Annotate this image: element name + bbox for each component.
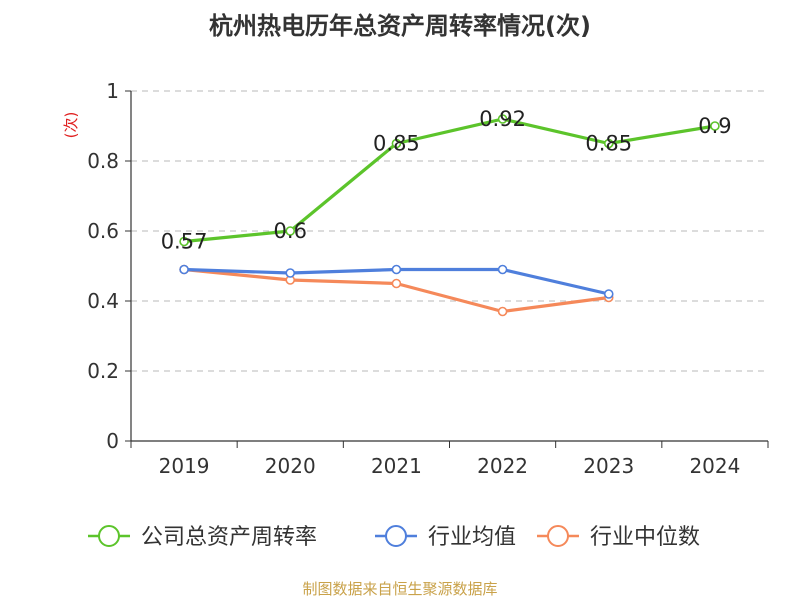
- axes: 0 0.2 0.4 0.6 0.8 1 2019 2020 2021 2022 2023 2024: [87, 79, 769, 478]
- x-tick-label: 2021: [371, 454, 422, 478]
- x-tick-label: 2022: [477, 454, 528, 478]
- data-point: [497, 114, 508, 124]
- y-tick-label: 0.8: [87, 149, 119, 173]
- y-tick-label: 0.2: [87, 359, 119, 383]
- data-point: [710, 121, 720, 131]
- legend: 公司总资产周转率 行业均值 行业中位数: [88, 525, 700, 550]
- legend-label: 行业中位数: [590, 525, 700, 550]
- data-label: 0.9: [698, 114, 731, 138]
- y-tick-label: 1: [106, 79, 119, 103]
- data-point: [391, 264, 402, 275]
- data-labels: 0.57 0.6 0.85 0.92 0.85 0.9: [161, 107, 732, 254]
- data-label: 0.85: [585, 132, 632, 156]
- data-label: 0.92: [479, 107, 526, 131]
- data-point: [603, 289, 614, 299]
- data-point: [285, 268, 296, 278]
- x-tick-label: 2020: [265, 454, 316, 478]
- legend-marker: [547, 525, 569, 547]
- y-tick-label: 0.6: [87, 219, 119, 243]
- series-line: [182, 267, 611, 314]
- series: [179, 114, 720, 317]
- data-point: [603, 138, 614, 149]
- legend-marker: [385, 525, 407, 547]
- data-point: [391, 138, 402, 149]
- legend-marker: [98, 525, 120, 547]
- data-point: [179, 236, 189, 247]
- data-point: [285, 226, 296, 236]
- x-tick-label: 2023: [583, 454, 634, 478]
- data-label: 0.6: [274, 219, 307, 243]
- data-label: 0.57: [161, 230, 208, 254]
- y-tick-label: 0.4: [87, 289, 119, 313]
- series-line: [182, 117, 717, 244]
- data-point: [497, 306, 508, 317]
- data-point: [497, 264, 508, 275]
- x-tick-label: 2024: [689, 454, 740, 478]
- source-note: 制图数据来自恒生聚源数据库: [302, 580, 498, 598]
- data-point: [391, 278, 402, 289]
- chart-title: 杭州热电历年总资产周转率情况(次): [209, 12, 591, 40]
- legend-label: 公司总资产周转率: [141, 525, 317, 550]
- x-tick-label: 2019: [159, 454, 210, 478]
- data-point: [179, 264, 189, 275]
- y-axis-title: (次): [62, 112, 80, 139]
- legend-label: 行业均值: [428, 525, 516, 550]
- y-tick-label: 0: [106, 429, 119, 453]
- data-label: 0.85: [373, 132, 420, 156]
- grid-lines: [131, 90, 768, 372]
